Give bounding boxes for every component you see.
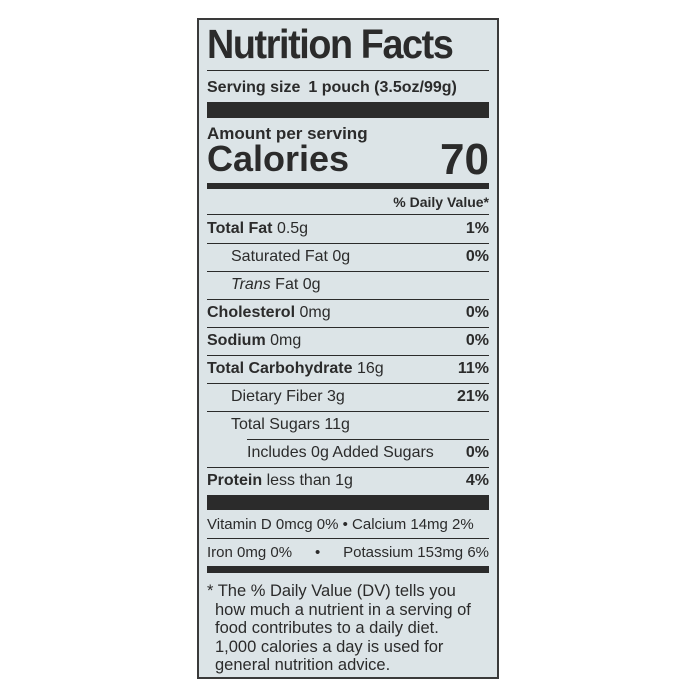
vitamins-row-2: Iron 0mg 0% • Potassium 153mg 6% xyxy=(207,544,489,561)
divider xyxy=(207,243,489,244)
nutrient-dietary-fiber: Dietary Fiber 3g 21% xyxy=(231,388,489,405)
divider xyxy=(207,183,489,189)
footnote-line: how much a nutrient in a serving of xyxy=(215,600,471,619)
divider xyxy=(207,355,489,356)
footnote-line: general nutrition advice. xyxy=(215,656,391,674)
serving-size: Serving size 1 pouch (3.5oz/99g) xyxy=(207,79,489,97)
thick-divider xyxy=(207,495,489,510)
thick-divider xyxy=(207,102,489,118)
footnote-line: 1,000 calories a day is used for xyxy=(215,637,444,656)
divider xyxy=(207,327,489,328)
nutrient-sodium: Sodium 0mg 0% xyxy=(207,332,489,349)
nutrient-saturated-fat: Saturated Fat 0g 0% xyxy=(231,248,489,265)
footnote-line: food contributes to a daily diet. xyxy=(215,619,439,637)
footnote: * The % Daily Value (DV) tells you how m… xyxy=(207,582,491,675)
divider xyxy=(207,299,489,300)
vitamins-row-1: Vitamin D 0mcg 0% • Calcium 14mg 2% xyxy=(207,516,474,533)
calories-label: Calories xyxy=(207,138,350,179)
title: Nutrition Facts xyxy=(207,21,454,67)
serving-label: Serving size xyxy=(207,79,301,96)
divider xyxy=(207,383,489,384)
amount-per-serving: Amount per serving xyxy=(207,124,368,143)
nutrient-total-fat: Total Fat 0.5g 1% xyxy=(207,220,489,237)
nutrient-trans-fat: Trans Fat 0g xyxy=(231,276,321,293)
serving-value: 1 pouch (3.5oz/99g) xyxy=(308,79,457,96)
divider xyxy=(207,467,489,468)
nutrition-facts-label: Nutrition Facts Serving size 1 pouch (3.… xyxy=(197,18,499,679)
nutrient-total-sugars: Total Sugars 11g xyxy=(231,416,350,433)
divider xyxy=(247,439,489,440)
nutrient-total-carbohydrate: Total Carbohydrate 16g 11% xyxy=(207,360,489,377)
divider xyxy=(207,411,489,412)
nutrient-cholesterol: Cholesterol 0mg 0% xyxy=(207,304,489,321)
nutrient-protein: Protein less than 1g 4% xyxy=(207,472,489,489)
dv-header: % Daily Value* xyxy=(393,194,489,210)
footnote-line: * The % Daily Value (DV) tells you xyxy=(207,582,456,600)
divider xyxy=(207,538,489,539)
divider xyxy=(207,70,489,71)
calories-row: Calories 70 xyxy=(207,135,489,184)
divider xyxy=(207,566,489,573)
nutrient-added-sugars: Includes 0g Added Sugars 0% xyxy=(247,444,489,461)
divider xyxy=(207,214,489,215)
calories-value: 70 xyxy=(440,135,489,184)
divider xyxy=(207,271,489,272)
